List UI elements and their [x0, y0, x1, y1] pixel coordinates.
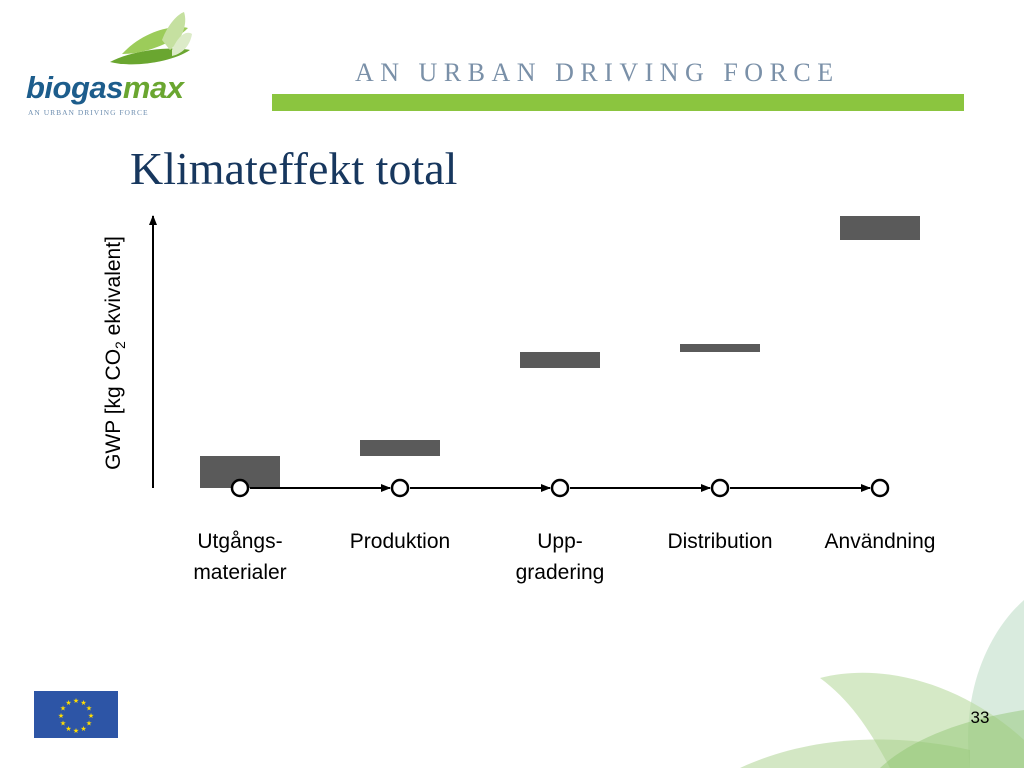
chart-canvas: [149, 215, 920, 498]
category-label-5: Användning: [805, 526, 955, 557]
biogasmax-logo: biogasmax AN URBAN DRIVING FORCE: [22, 10, 222, 120]
eu-star-icon: ★: [60, 705, 66, 713]
page-number: 33: [970, 708, 990, 727]
category-label-line1: Användning: [824, 530, 936, 553]
eu-star-icon: ★: [88, 712, 94, 720]
eu-star-icon: ★: [73, 697, 79, 705]
bar-3: [520, 352, 600, 368]
flow-node-3: [550, 478, 570, 498]
bar-2: [360, 440, 440, 456]
eu-star-icon: ★: [60, 720, 66, 728]
flow-node-1: [230, 478, 250, 498]
bar-5: [840, 216, 920, 240]
category-label-line1: Utgångs-: [197, 530, 283, 553]
logo-wordmark: biogasmax: [26, 70, 184, 105]
eu-star-icon: ★: [65, 725, 71, 733]
bar-4: [680, 344, 760, 352]
decorative-leaves-icon: [740, 600, 1024, 768]
eu-star-icon: ★: [65, 699, 71, 707]
eu-star-icon: ★: [80, 699, 86, 707]
header-green-bar: [272, 94, 964, 111]
eu-star-icon: ★: [73, 727, 79, 735]
category-label-line2: gradering: [515, 561, 605, 584]
flow-node-4: [710, 478, 730, 498]
category-label-1: Utgångs-materialer: [165, 526, 315, 588]
flow-node-2: [390, 478, 410, 498]
category-label-line1: Produktion: [349, 530, 451, 553]
eu-flag-icon: ★ ★ ★ ★ ★ ★ ★ ★ ★ ★ ★ ★: [34, 691, 118, 738]
chart-area: GWP [kg CO2 ekvivalent] Utgångs-material…: [95, 200, 975, 600]
eu-star-icon: ★: [58, 712, 64, 720]
category-label-line1: Distribution: [667, 530, 773, 553]
leaf-logo-icon: [110, 12, 192, 65]
eu-star-icon: ★: [86, 705, 92, 713]
category-label-3: Upp-gradering: [485, 526, 635, 588]
header-tagline: AN URBAN DRIVING FORCE: [355, 58, 840, 87]
category-label-line1: Upp-: [537, 530, 583, 553]
eu-star-icon: ★: [80, 725, 86, 733]
category-label-4: Distribution: [645, 526, 795, 557]
flow-node-5: [870, 478, 890, 498]
category-label-line2: materialer: [193, 561, 287, 584]
eu-star-icon: ★: [86, 720, 92, 728]
category-label-2: Produktion: [325, 526, 475, 557]
slide-title: Klimateffekt total: [130, 143, 458, 194]
logo-tagline: AN URBAN DRIVING FORCE: [28, 108, 149, 117]
